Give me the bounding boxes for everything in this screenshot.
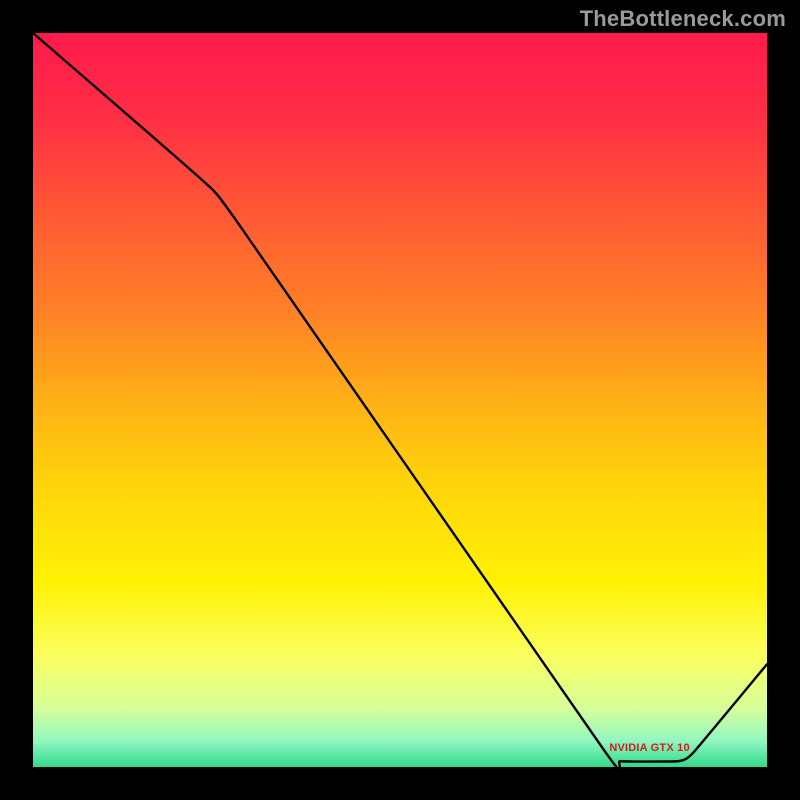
plot-area (33, 33, 767, 767)
gpu-annotation-label: NVIDIA GTX 10 (609, 742, 689, 754)
plot-svg (33, 33, 767, 767)
chart-root: TheBottleneck.com NVIDIA GTX 10 (0, 0, 800, 800)
watermark-text: TheBottleneck.com (580, 6, 786, 32)
